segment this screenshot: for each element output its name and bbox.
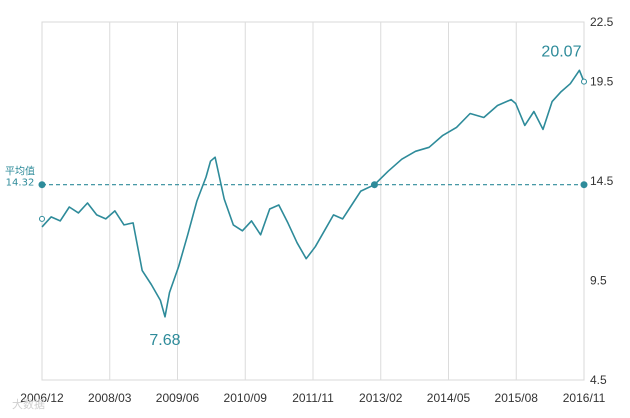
x-tick-label: 2015/08 xyxy=(495,391,539,405)
y-tick-label: 9.5 xyxy=(590,274,607,288)
series-end-marker xyxy=(581,78,587,85)
y-axis-tick-labels: 22.5 19.5 14.5 9.5 4.5 xyxy=(590,15,614,387)
watermark: 大数据 xyxy=(12,397,45,411)
annotation-label: 20.07 xyxy=(541,43,581,60)
y-tick-label: 4.5 xyxy=(590,373,607,387)
y-tick-label: 22.5 xyxy=(590,15,614,29)
x-tick-label: 2013/02 xyxy=(359,391,403,405)
x-tick-label: 2011/11 xyxy=(292,391,334,405)
average-marker-right xyxy=(580,181,588,189)
average-value: 14.32 xyxy=(6,178,35,189)
annotations: 7.68 20.07 xyxy=(149,43,581,348)
average-marker-left xyxy=(38,181,46,189)
series-line xyxy=(41,69,585,318)
x-tick-label: 2014/05 xyxy=(427,391,471,405)
x-tick-label: 2006/12 xyxy=(20,391,64,405)
x-tick-label: 2009/06 xyxy=(156,391,200,405)
y-tick-label: 14.5 xyxy=(590,174,614,188)
x-tick-label: 2008/03 xyxy=(88,391,132,405)
x-axis-tick-labels: 2006/12 2008/03 2009/06 2010/09 2011/11 2013/… xyxy=(20,391,605,405)
vertical-gridlines xyxy=(109,22,517,380)
x-tick-label: 2010/09 xyxy=(224,391,268,405)
x-tick-label: 2016/11 xyxy=(563,391,606,405)
average-label: 平均值 xyxy=(5,165,35,178)
y-tick-label: 19.5 xyxy=(590,75,614,89)
average-marker-crossing xyxy=(370,181,378,189)
annotation-label: 7.68 xyxy=(149,332,180,349)
series-start-marker xyxy=(39,215,45,222)
